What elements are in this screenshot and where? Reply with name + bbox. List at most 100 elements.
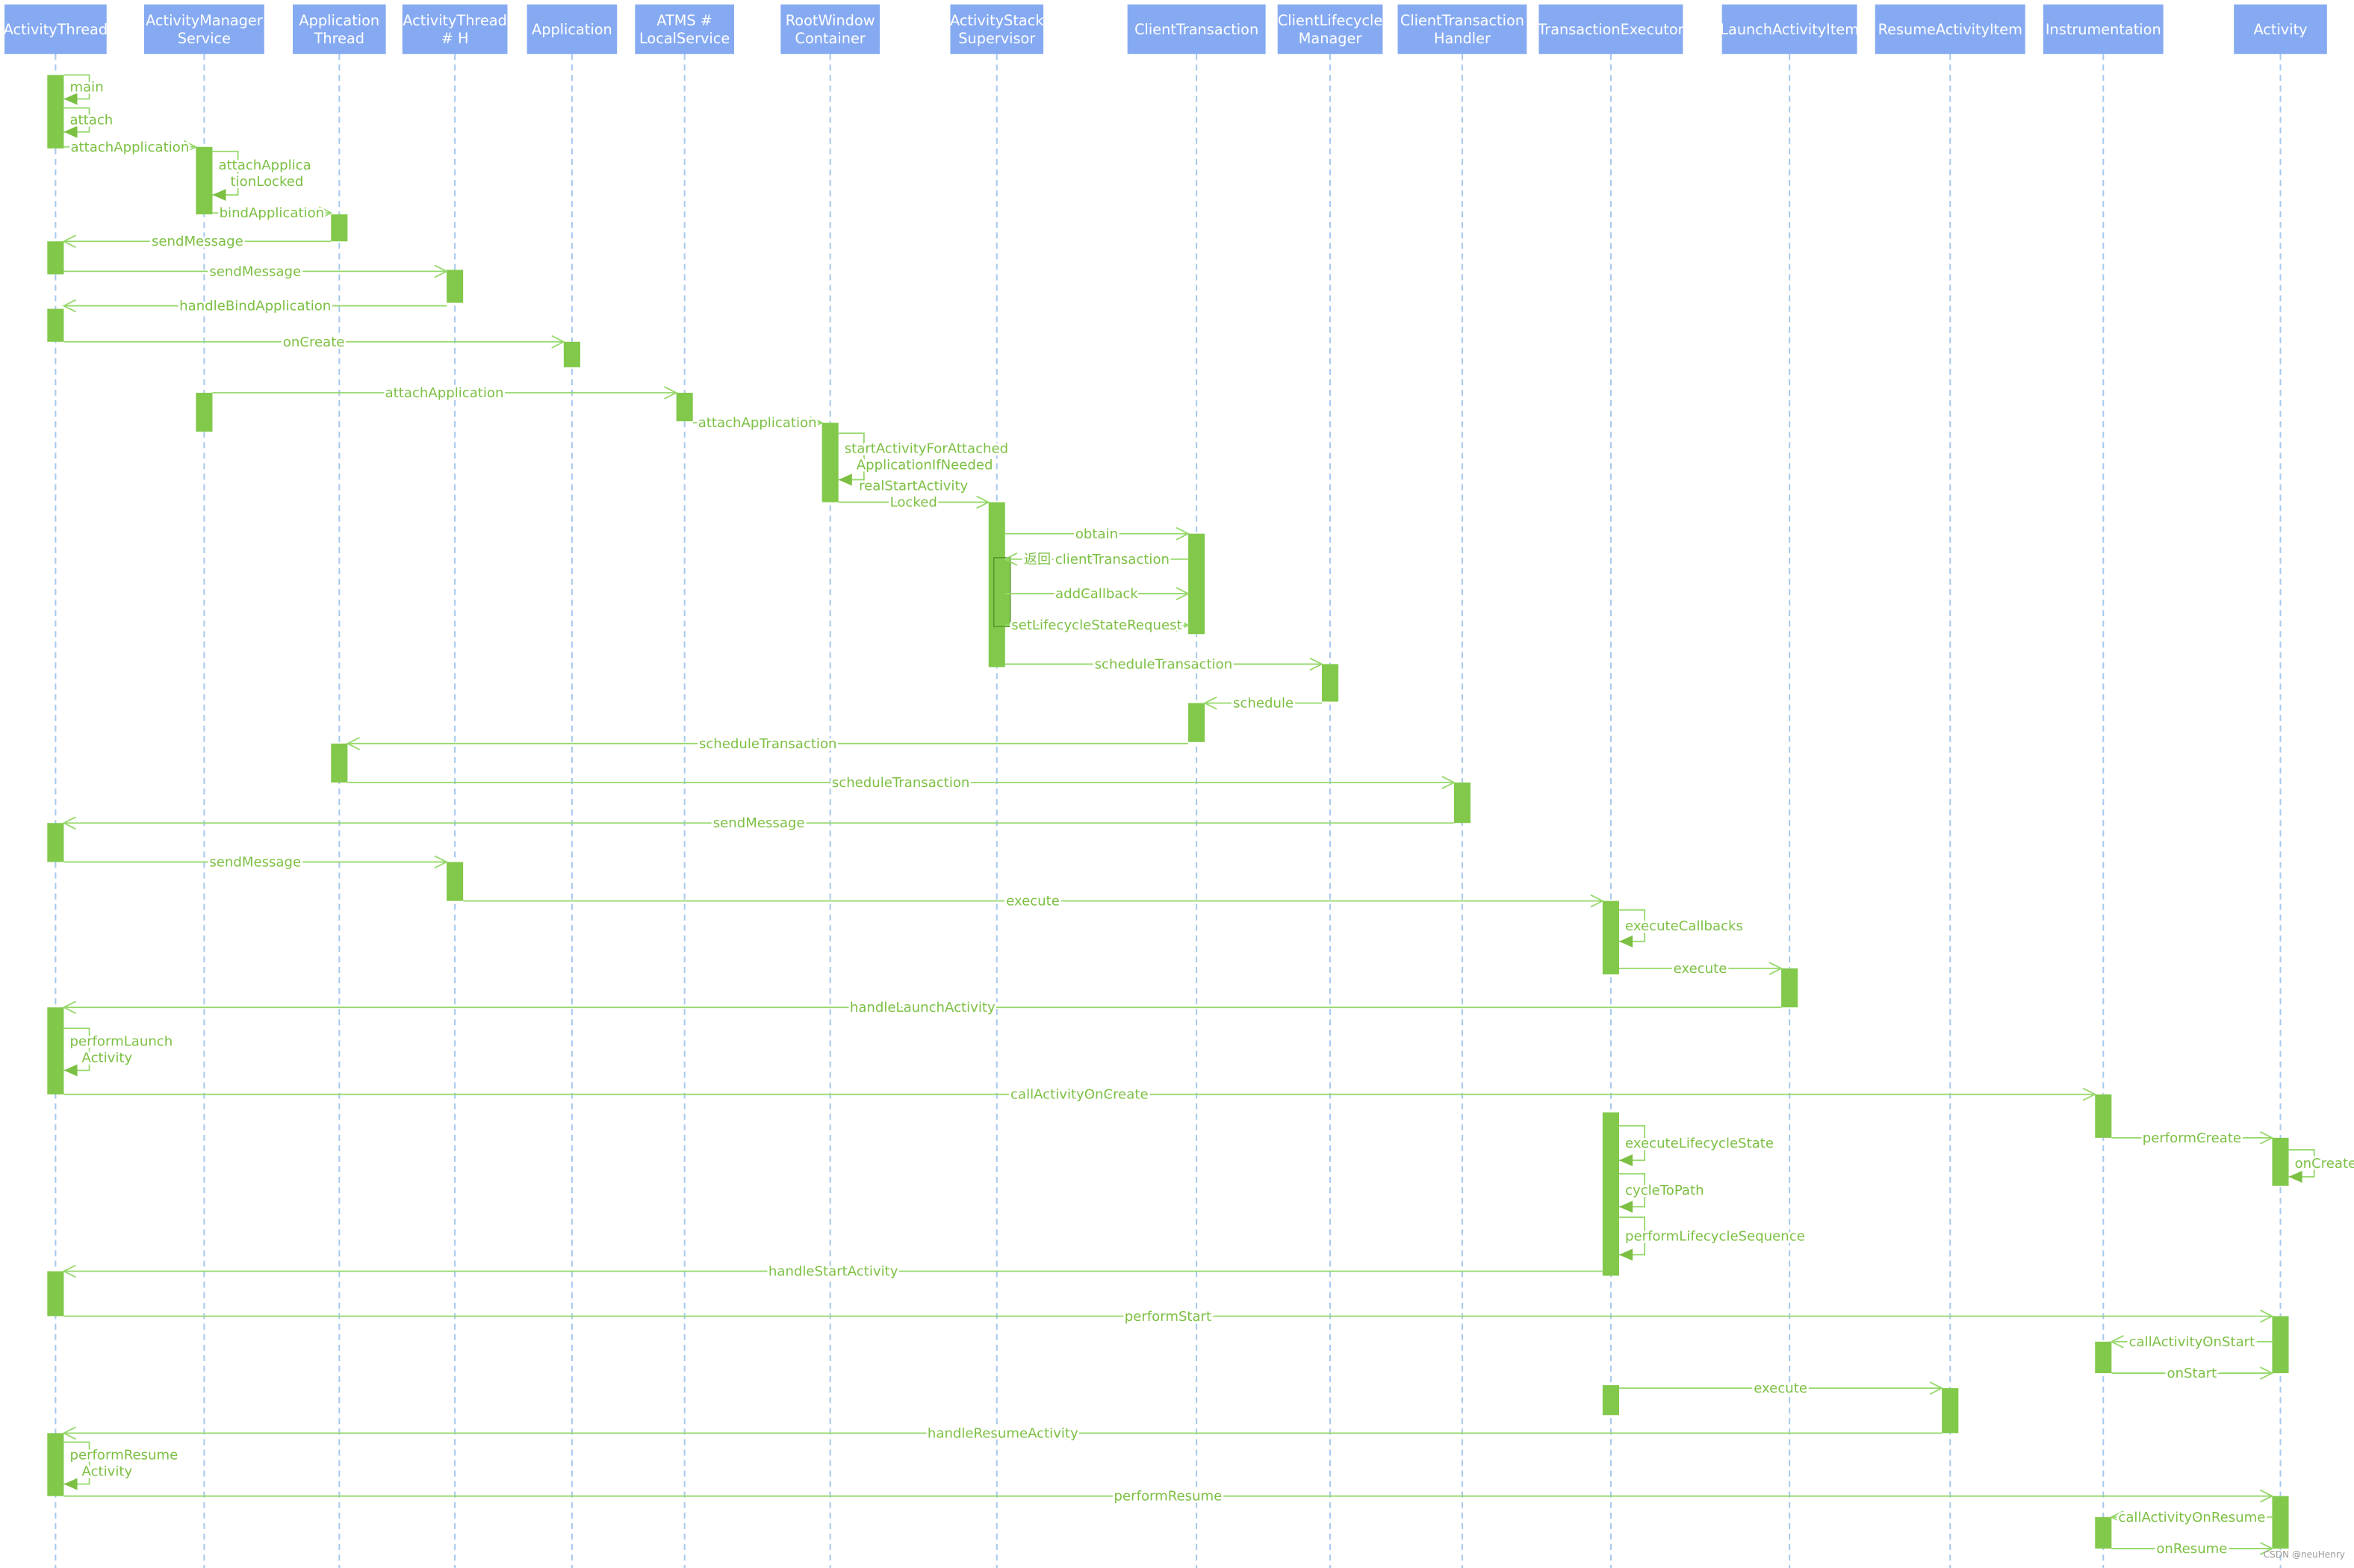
participant-label: Instrumentation [2046, 21, 2161, 38]
arrow-head [1441, 776, 1456, 789]
activation [331, 214, 348, 242]
message-label: execute [1754, 1381, 1807, 1396]
message-label: attach [69, 113, 113, 128]
message-label: tionLocked [231, 174, 304, 190]
participant-label: Supervisor [958, 30, 1035, 47]
arrow-head [62, 1264, 76, 1278]
activation [47, 308, 64, 342]
activation [563, 341, 580, 367]
watermark: CSDN @neuHenry [2264, 1549, 2345, 1560]
message-label: execute [1006, 894, 1060, 909]
participant-label: Manager [1299, 30, 1362, 47]
participant-label: Thread [314, 30, 364, 47]
message-label: execute [1674, 961, 1727, 977]
activation [1321, 664, 1339, 702]
participant-box [950, 4, 1044, 55]
arrow-head [838, 473, 852, 486]
arrow-head [318, 206, 333, 220]
message-label: attachApplica [218, 158, 311, 173]
arrow-head [62, 816, 76, 830]
participant-label: Application [532, 21, 612, 38]
activation [47, 241, 64, 275]
activation [47, 1007, 64, 1095]
participant-label: LaunchActivityItem [1720, 21, 1859, 38]
activation [447, 270, 464, 303]
participant-box [1277, 4, 1383, 55]
arrow-head [2259, 1309, 2274, 1323]
participant-label: ActivityThread [4, 21, 108, 38]
arrow-head [63, 93, 78, 105]
activation [196, 393, 213, 432]
arrow-head [1003, 553, 1018, 566]
activation [1942, 1388, 1959, 1434]
participant-box [780, 4, 880, 55]
arrow-head [810, 416, 824, 430]
message-label: performStart [1125, 1309, 1211, 1325]
activation [993, 557, 1011, 627]
arrow-head [63, 1478, 78, 1490]
activation [2272, 1137, 2289, 1186]
message-label: startActivityForAttached [845, 441, 1008, 456]
activation [2095, 1341, 2112, 1374]
participant-label: ActivityThread [403, 12, 507, 29]
message-label: callActivityOnStart [2129, 1334, 2255, 1350]
arrow-head [551, 335, 565, 349]
participant-box [635, 4, 734, 55]
activation [47, 75, 64, 149]
message-label: handleStartActivity [768, 1264, 898, 1280]
participant-box [2234, 4, 2327, 55]
activation [676, 393, 693, 422]
message-label: onCreate [2295, 1156, 2354, 1172]
arrow-head [1590, 894, 1604, 908]
arrow-head [1768, 962, 1783, 975]
arrow-head [434, 855, 449, 869]
activation [447, 862, 464, 901]
arrow-head [212, 188, 226, 202]
participant-label: # H [441, 30, 469, 47]
activation [196, 146, 213, 215]
message-label: cycleToPath [1625, 1183, 1704, 1198]
participant-box [527, 4, 618, 55]
message-label: sendMessage [152, 234, 243, 249]
arrow-head [2288, 1171, 2302, 1183]
message-label: addCallback [1055, 586, 1138, 602]
activation [1602, 1112, 1620, 1276]
arrow-head [62, 299, 76, 313]
participant-label: Activity [2253, 21, 2307, 38]
participant-box [2043, 4, 2164, 55]
message-label: performResume [1114, 1489, 1223, 1505]
message-label: attachApplication [70, 140, 189, 155]
arrow-head [1619, 935, 1633, 948]
participant-label: Application [299, 12, 379, 29]
message-label: sendMessage [713, 815, 805, 831]
participant-label: ResumeActivityItem [1878, 21, 2022, 38]
arrow-head [664, 386, 678, 399]
arrow-head [2110, 1335, 2124, 1348]
message-label: 返回 clientTransaction [1024, 552, 1170, 567]
participant-box [292, 4, 386, 55]
arrow-head [1203, 696, 1217, 710]
message-label: obtain [1075, 526, 1118, 542]
arrow-head [1619, 1248, 1633, 1261]
arrow-head [976, 495, 990, 509]
message-label: performCreate [2143, 1130, 2241, 1146]
message-label: scheduleTransaction [699, 736, 837, 752]
participant-label: ATMS # [656, 12, 712, 29]
participant-label: RootWindow [786, 12, 875, 29]
message-label: handleLaunchActivity [850, 1000, 996, 1015]
arrow-head [2259, 1131, 2274, 1145]
message-label: handleBindApplication [179, 299, 331, 314]
activation [2272, 1496, 2289, 1549]
arrow-head [1176, 587, 1190, 600]
message-label: handleResumeActivity [928, 1425, 1078, 1441]
activation [47, 1271, 64, 1316]
message-label: sendMessage [209, 264, 301, 279]
message-label: attachApplication [385, 385, 504, 401]
activation [47, 1433, 64, 1496]
arrow-head [1176, 526, 1190, 541]
arrow-head [1309, 657, 1324, 671]
message-label: performLaunch [69, 1033, 173, 1049]
activation [2095, 1094, 2112, 1138]
participant-label: TransactionExecutor [1537, 21, 1683, 38]
activation [1188, 703, 1205, 742]
